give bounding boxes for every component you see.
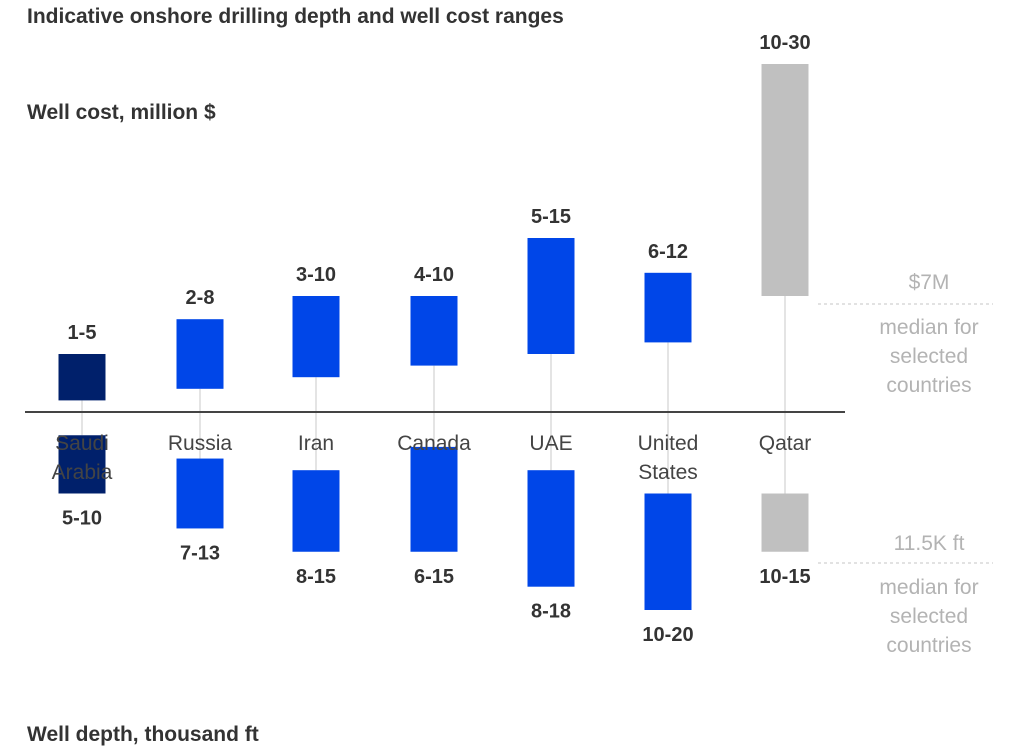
category-united-states: United States xyxy=(638,432,699,484)
cost-label-canada: 4-10 xyxy=(414,264,454,286)
cost-bar-saudi-arabia xyxy=(58,354,106,401)
category-russia: Russia xyxy=(168,432,233,455)
cost-bar-qatar xyxy=(761,64,809,296)
depth-median-label: 11.5K ft xyxy=(894,532,965,555)
cost-label-saudi-arabia: 1-5 xyxy=(68,322,97,344)
value-labels: 1-5 5-10 2-8 7-13 3-10 8-15 4-10 6-15 5-15 8-18 6-… xyxy=(62,32,811,646)
cost-bar-uae xyxy=(527,238,575,354)
depth-bar-uae xyxy=(527,470,575,587)
depth-label-canada: 6-15 xyxy=(414,566,454,588)
category-saudi-arabia: Saudi Arabia xyxy=(52,432,113,484)
cost-label-iran: 3-10 xyxy=(296,264,336,286)
depth-bar-canada xyxy=(410,446,458,552)
cost-bar-united-states xyxy=(644,272,692,343)
category-qatar: Qatar xyxy=(759,432,812,455)
depth-bar-united-states xyxy=(644,493,692,610)
cost-bar-canada xyxy=(410,296,458,366)
cost-label-russia: 2-8 xyxy=(186,287,215,309)
cost-label-qatar: 10-30 xyxy=(759,32,810,54)
category-labels: Saudi Arabia Russia Iran Canada UAE United Stat… xyxy=(52,432,812,484)
depth-label-qatar: 10-15 xyxy=(759,566,810,588)
cost-bar-iran xyxy=(292,296,340,378)
cost-median-label: $7M xyxy=(909,271,950,294)
cost-section-label: Well cost, million $ xyxy=(27,101,216,124)
cost-label-uae: 5-15 xyxy=(531,206,571,228)
depth-bar-saudi-arabia xyxy=(58,435,106,494)
depth-label-russia: 7-13 xyxy=(180,542,220,564)
cost-median-note: median for selected countries xyxy=(879,316,978,397)
category-canada: Canada xyxy=(397,432,471,455)
depth-section-label: Well depth, thousand ft xyxy=(27,723,259,746)
cost-label-united-states: 6-12 xyxy=(648,241,688,263)
depth-label-iran: 8-15 xyxy=(296,566,336,588)
depth-bar-russia xyxy=(176,458,224,529)
depth-bar-iran xyxy=(292,470,340,552)
depth-label-united-states: 10-20 xyxy=(642,624,693,646)
chart-title: Indicative onshore drilling depth and we… xyxy=(27,5,564,28)
depth-median-note: median for selected countries xyxy=(879,576,978,657)
median-annotations: $7M median for selected countries 11.5K ft me… xyxy=(818,271,993,657)
category-uae: UAE xyxy=(529,432,572,455)
category-iran: Iran xyxy=(298,432,334,455)
cost-bar-russia xyxy=(176,319,224,389)
depth-bar-qatar xyxy=(761,493,809,552)
depth-label-saudi-arabia: 5-10 xyxy=(62,508,102,530)
depth-label-uae: 8-18 xyxy=(531,601,571,623)
bars xyxy=(58,64,809,610)
